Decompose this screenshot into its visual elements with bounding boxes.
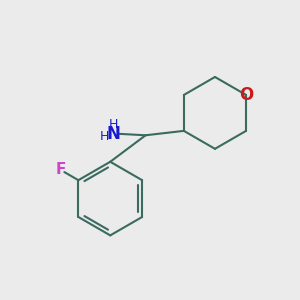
- Text: N: N: [107, 125, 121, 143]
- Text: H: H: [100, 130, 109, 143]
- Text: O: O: [239, 86, 253, 104]
- Text: H: H: [109, 118, 119, 131]
- Text: F: F: [55, 162, 66, 177]
